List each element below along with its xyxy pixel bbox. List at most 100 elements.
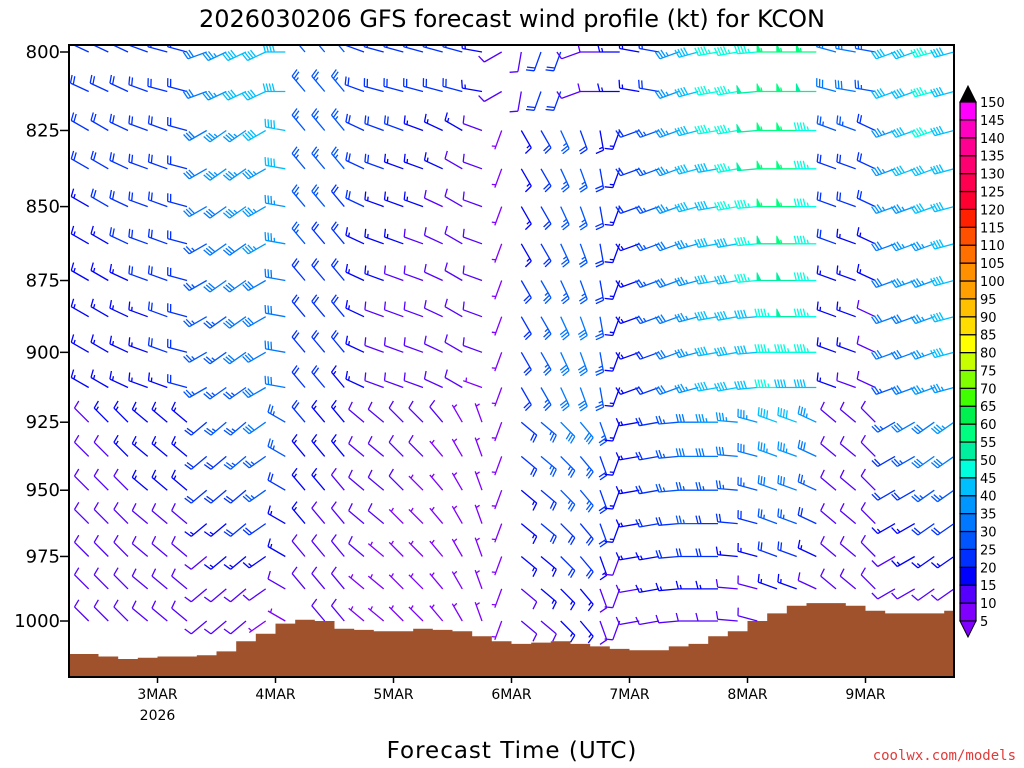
wind-barb-staff [871,48,896,60]
wind-barb [776,83,797,93]
wind-barb [311,399,326,423]
wind-barb [171,435,188,457]
wind-barb [429,399,444,423]
wind-barb-staff [540,168,552,193]
wind-barb [408,474,424,491]
wind-barb-staff [388,507,404,525]
wind-barb [816,78,837,93]
wind-barb [222,243,247,256]
wind-barb-pennant [776,160,782,170]
wind-barb [715,610,738,622]
wind-barb [167,155,188,170]
wind-barb [871,278,896,289]
wind-barb-staff [491,456,503,476]
wind-barb-staff [147,372,168,389]
wind-barb-staff [578,243,588,268]
wind-barb-staff [559,316,570,341]
wind-barb-staff [403,191,424,208]
wind-barb [836,301,856,318]
wind-barb [756,235,777,245]
wind-barb-staff [579,620,594,644]
wind-barb-staff [911,588,935,601]
wind-barb-staff [604,588,621,609]
wind-barb-staff [694,346,719,357]
wind-barb [756,198,777,208]
wind-barb [793,272,817,282]
colorbar-swatch [959,369,977,389]
wind-barb-staff [291,434,306,457]
wind-barb [491,206,503,226]
wind-barb-staff [311,184,326,208]
colorbar-label: 40 [980,490,997,505]
wind-barb-staff [797,539,817,558]
wind-barb-staff [520,130,532,154]
colorbar-under-arrow [959,620,977,639]
wind-barb-staff [70,188,90,208]
wind-barb [777,573,797,590]
wind-barb-staff [797,473,817,491]
wind-barb [222,206,247,219]
wind-barb-staff [345,227,365,245]
x-tick-label: 5MAR [373,687,414,703]
wind-barb [184,620,208,635]
wind-barb-staff [930,311,954,323]
wind-barb [540,421,557,443]
wind-barb [183,168,208,180]
wind-barb [598,523,608,548]
wind-barb-staff [184,556,208,570]
wind-barb [520,387,532,412]
wind-barb-staff [820,503,837,525]
wind-barb-staff [183,168,208,180]
wind-barb [734,45,758,55]
wind-barb [734,380,758,390]
wind-barb [560,421,576,444]
wind-barb-pennant [776,235,782,245]
x-tick-year-label: 2026 [140,708,176,724]
wind-barb-staff [595,168,605,193]
wind-barb [579,556,594,579]
wind-barb [203,523,227,537]
wind-barb-staff [90,188,109,208]
wind-barb [242,455,267,469]
wind-barb-staff [242,455,267,469]
wind-barb-staff [854,79,876,93]
colorbar-label: 135 [980,150,1005,165]
wind-barb-staff [167,338,188,353]
wind-barb-staff [714,274,738,285]
wind-barb-pennant [776,198,782,207]
wind-barb [578,243,588,268]
wind-barb-staff [298,45,306,53]
wind-barb-staff [598,489,608,515]
wind-barb [655,549,679,559]
wind-barb-staff [223,556,247,570]
colorbar-label: 25 [980,543,997,558]
wind-barb [478,90,503,103]
wind-barb-staff [264,157,286,170]
wind-barb [540,588,557,610]
wind-barb [714,237,738,248]
wind-barb [694,85,719,96]
credit-link[interactable]: coolwx.com/models [873,748,1016,764]
wind-barb [109,299,129,318]
wind-barb [291,108,306,131]
wind-barb [451,438,463,457]
wind-barb-staff [364,228,384,245]
wind-barb [462,337,483,353]
wind-barb-staff [856,263,876,282]
wind-barb [291,434,306,457]
wind-barb-staff [654,204,679,215]
wind-barb-staff [577,387,588,412]
wind-barb [291,467,306,491]
wind-barb-staff [777,407,797,423]
wind-barb-staff [73,567,90,590]
wind-barb [364,301,384,318]
x-tick-label: 7MAR [609,687,650,703]
wind-barb [383,78,404,93]
wind-barb-staff [451,602,463,622]
wind-barb [757,508,778,525]
wind-barb [674,312,699,323]
wind-barb-staff [151,435,168,457]
wind-barb [383,115,404,132]
wind-barb [871,88,896,100]
